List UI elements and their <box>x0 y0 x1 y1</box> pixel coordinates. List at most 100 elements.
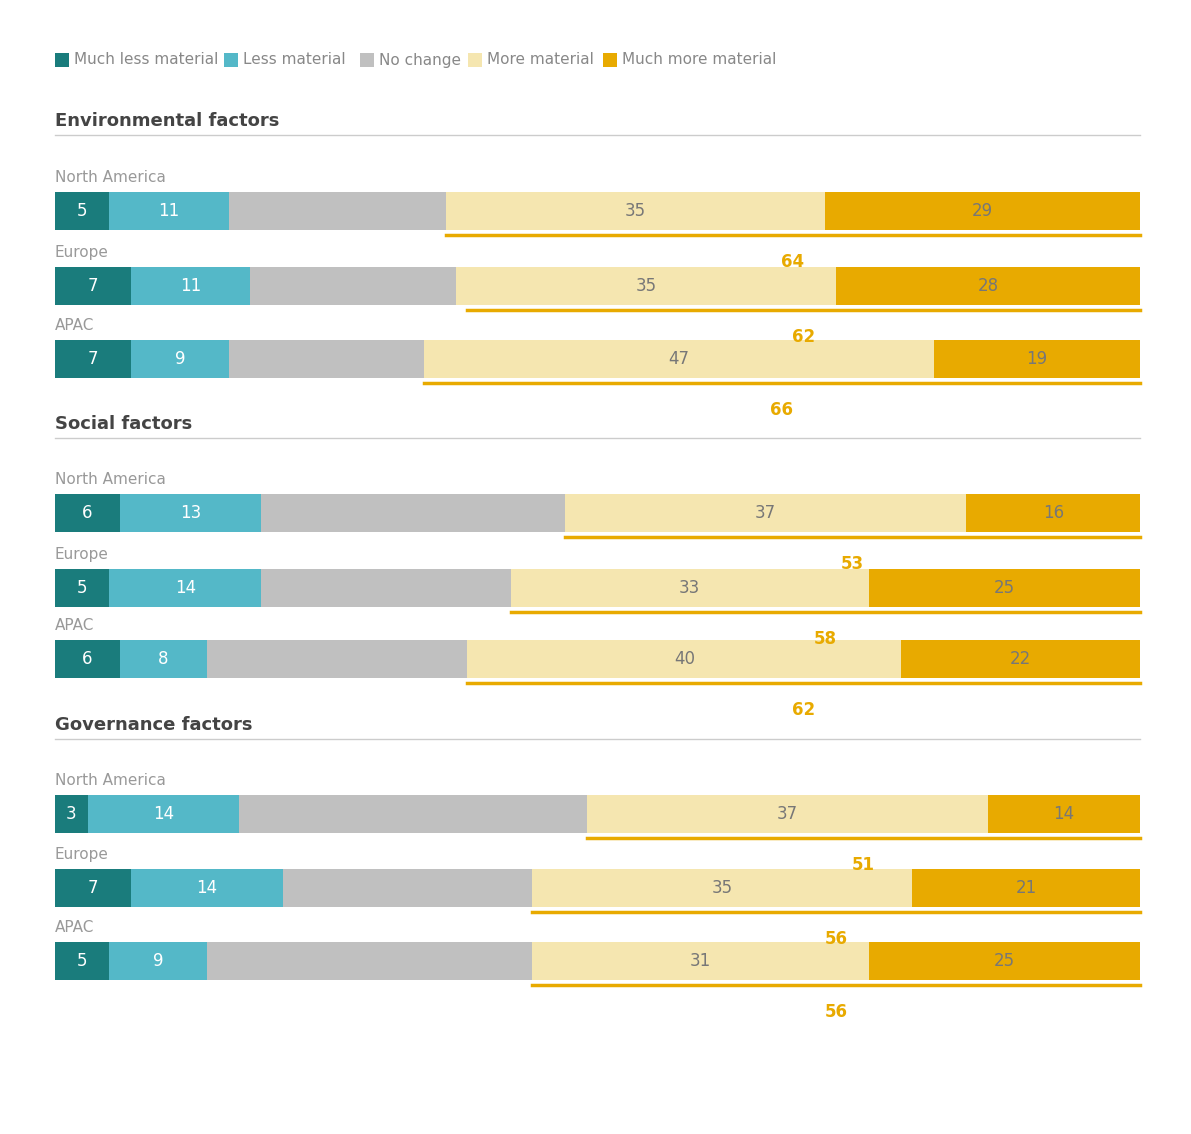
Text: 33: 33 <box>679 579 700 596</box>
Bar <box>110 942 207 980</box>
Text: 28: 28 <box>978 277 999 295</box>
Bar <box>110 192 229 230</box>
Bar <box>55 340 131 378</box>
Bar <box>131 340 229 378</box>
Bar <box>55 494 120 532</box>
Text: 21: 21 <box>1016 879 1036 897</box>
Text: 35: 35 <box>712 879 732 897</box>
Text: 58: 58 <box>813 631 837 648</box>
Text: 8: 8 <box>158 650 169 668</box>
Bar <box>966 494 1140 532</box>
Bar <box>912 869 1140 907</box>
Bar <box>88 795 239 833</box>
Bar <box>511 569 868 607</box>
Bar <box>55 869 131 907</box>
Bar <box>224 53 238 67</box>
Text: 62: 62 <box>792 328 815 346</box>
Text: 25: 25 <box>993 579 1015 596</box>
Bar <box>207 942 532 980</box>
Text: 51: 51 <box>852 856 875 874</box>
Bar <box>55 942 110 980</box>
Text: 19: 19 <box>1027 350 1048 369</box>
Bar <box>120 494 261 532</box>
Text: Less material: Less material <box>243 52 347 68</box>
Text: Europe: Europe <box>55 245 108 260</box>
Bar <box>131 266 250 305</box>
Text: 11: 11 <box>158 202 180 220</box>
Text: 37: 37 <box>777 805 798 823</box>
Text: 56: 56 <box>824 930 848 948</box>
Text: More material: More material <box>487 52 594 68</box>
Text: Europe: Europe <box>55 847 108 862</box>
Bar <box>110 569 261 607</box>
Text: Much more material: Much more material <box>623 52 777 68</box>
Bar <box>55 569 110 607</box>
Text: Social factors: Social factors <box>55 415 192 433</box>
Text: 3: 3 <box>66 805 76 823</box>
Text: North America: North America <box>55 773 166 788</box>
Bar <box>229 340 424 378</box>
Text: 35: 35 <box>636 277 657 295</box>
Text: 9: 9 <box>152 953 163 970</box>
Text: 6: 6 <box>82 650 93 668</box>
Text: 37: 37 <box>755 503 777 522</box>
Bar <box>261 569 511 607</box>
Bar <box>424 340 934 378</box>
Text: North America: North America <box>55 472 166 486</box>
Text: 29: 29 <box>972 202 993 220</box>
Text: 7: 7 <box>88 879 98 897</box>
Bar <box>229 192 445 230</box>
Text: 7: 7 <box>88 277 98 295</box>
Bar <box>250 266 456 305</box>
Text: 66: 66 <box>771 401 793 418</box>
Text: 64: 64 <box>781 253 804 271</box>
Bar <box>282 869 532 907</box>
Text: North America: North America <box>55 170 166 185</box>
Text: 5: 5 <box>77 202 87 220</box>
Bar <box>456 266 836 305</box>
Text: 5: 5 <box>77 579 87 596</box>
Bar <box>239 795 587 833</box>
Bar <box>868 569 1140 607</box>
Bar <box>468 53 482 67</box>
Bar <box>836 266 1140 305</box>
Bar <box>587 795 989 833</box>
Text: Governance factors: Governance factors <box>55 716 252 734</box>
Bar <box>532 942 868 980</box>
Bar <box>55 192 110 230</box>
Text: 14: 14 <box>152 805 174 823</box>
Bar <box>261 494 565 532</box>
Bar <box>532 869 912 907</box>
Bar <box>207 640 467 678</box>
Text: Europe: Europe <box>55 547 108 562</box>
Bar <box>120 640 207 678</box>
Bar <box>131 869 282 907</box>
Text: 16: 16 <box>1042 503 1064 522</box>
Bar <box>360 53 374 67</box>
Text: 25: 25 <box>993 953 1015 970</box>
Bar <box>467 640 902 678</box>
Text: 7: 7 <box>88 350 98 369</box>
Text: APAC: APAC <box>55 318 94 333</box>
Text: 22: 22 <box>1010 650 1031 668</box>
Text: 35: 35 <box>625 202 646 220</box>
Text: 47: 47 <box>668 350 690 369</box>
Text: 5: 5 <box>77 953 87 970</box>
Text: Environmental factors: Environmental factors <box>55 112 280 130</box>
Bar <box>989 795 1140 833</box>
Bar <box>604 53 617 67</box>
Bar <box>55 53 69 67</box>
Bar <box>55 266 131 305</box>
Bar <box>55 640 120 678</box>
Text: APAC: APAC <box>55 920 94 936</box>
Bar <box>934 340 1140 378</box>
Bar <box>445 192 825 230</box>
Text: 62: 62 <box>792 701 815 719</box>
Bar <box>55 795 88 833</box>
Text: 40: 40 <box>674 650 694 668</box>
Text: No change: No change <box>379 52 461 68</box>
Bar <box>868 942 1140 980</box>
Bar <box>825 192 1140 230</box>
Bar <box>902 640 1140 678</box>
Bar <box>565 494 966 532</box>
